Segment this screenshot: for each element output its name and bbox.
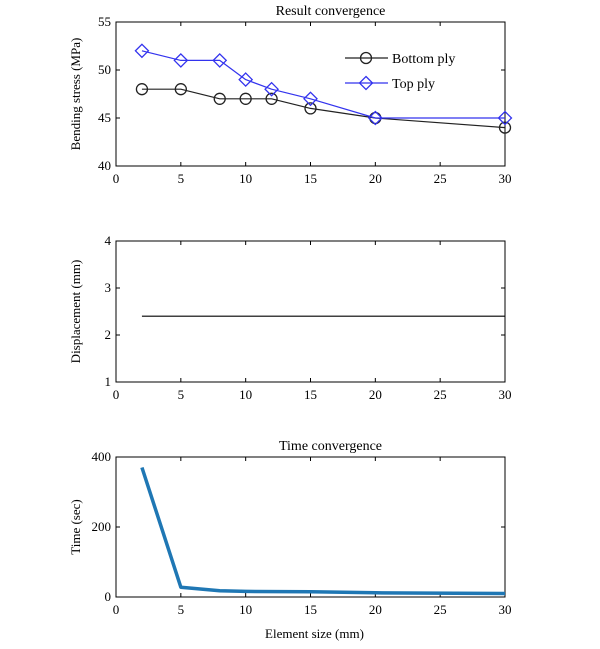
plot-frame — [115, 456, 506, 598]
x-tick-label: 0 — [113, 387, 120, 402]
x-tick-label: 25 — [434, 387, 447, 402]
data-point — [213, 92, 226, 105]
x-tick-label: 20 — [369, 171, 382, 186]
data-point — [238, 72, 254, 88]
y-tick-label: 1 — [105, 374, 112, 389]
chart-title: Result convergence — [276, 4, 386, 19]
data-point — [303, 91, 318, 107]
x-tick-label: 10 — [239, 171, 252, 186]
y-tick-label: 45 — [98, 110, 111, 125]
x-tick-label: 0 — [113, 171, 120, 186]
plot-frame — [115, 240, 506, 383]
data-point — [265, 92, 278, 105]
y-tick-label: 3 — [105, 280, 112, 295]
chart-1: 0 5 10 15 20 25 30 40 45 50 55 Result convergence Be… — [68, 4, 513, 186]
x-tick-label: 0 — [113, 602, 120, 617]
x-tick-label: 30 — [499, 171, 512, 186]
x-tick-label: 20 — [369, 387, 382, 402]
x-tick-label: 30 — [499, 387, 512, 402]
legend-label: Bottom ply — [392, 52, 455, 67]
data-point — [239, 92, 252, 105]
x-tick-label: 25 — [434, 171, 447, 186]
y-tick-label: 400 — [92, 449, 112, 464]
x-tick-label: 5 — [178, 602, 185, 617]
x-tick-label: 15 — [304, 602, 317, 617]
data-point — [174, 83, 187, 96]
y-tick-label: 4 — [105, 233, 112, 248]
data-point — [135, 83, 149, 96]
legend-marker — [358, 75, 374, 91]
data-point — [367, 110, 383, 126]
y-tick-label: 2 — [105, 327, 112, 342]
series-line-1 — [141, 88, 506, 129]
x-tick-label: 30 — [499, 602, 512, 617]
x-tick-label: 15 — [304, 171, 317, 186]
data-point — [304, 102, 317, 115]
x-tick-label: 10 — [239, 387, 252, 402]
chart-3: 0 5 10 15 20 25 30 0 200 400 Time convergence Time … — [68, 439, 512, 641]
series-line-1 — [140, 466, 506, 596]
data-point — [173, 52, 189, 68]
data-point — [134, 43, 150, 59]
y-tick-label: 50 — [98, 62, 111, 77]
chart-title: Time convergence — [279, 439, 382, 454]
x-tick-label: 15 — [304, 387, 317, 402]
x-tick-label: 5 — [178, 387, 185, 402]
y-tick-label: 0 — [105, 589, 112, 604]
x-tick-label: 5 — [178, 171, 185, 186]
legend-label: Top ply — [392, 77, 435, 92]
y-tick-label: 55 — [98, 14, 111, 29]
data-point — [212, 52, 228, 68]
plot-frame — [115, 21, 506, 167]
x-tick-label: 20 — [369, 602, 382, 617]
y-axis-label: Displacement (mm) — [68, 260, 83, 364]
data-point — [497, 110, 513, 126]
data-point — [264, 81, 280, 97]
y-tick-label: 40 — [98, 158, 111, 173]
data-point — [498, 121, 512, 134]
y-tick-label: 200 — [92, 519, 112, 534]
x-tick-label: 10 — [239, 602, 252, 617]
legend: Bottom ply Top ply — [345, 51, 455, 92]
y-axis-label: Bending stress (MPa) — [68, 38, 83, 151]
x-tick-label: 25 — [434, 602, 447, 617]
legend-marker — [359, 51, 373, 65]
chart-2: 0 5 10 15 20 25 30 1 2 3 4 Displacement (mm) — [68, 233, 512, 402]
x-axis-label: Element size (mm) — [265, 626, 364, 641]
y-axis-label: Time (sec) — [68, 499, 83, 555]
